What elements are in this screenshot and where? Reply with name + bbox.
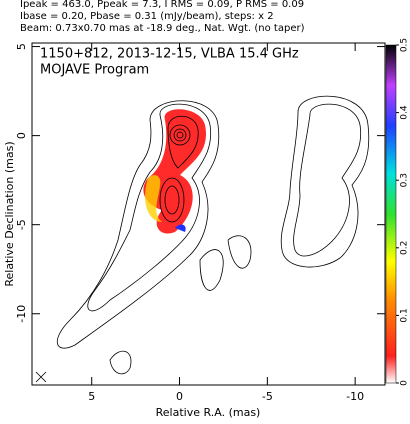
x-tick-label: -10 [346,390,364,403]
map [35,95,370,383]
polarization-map [175,224,186,232]
colorbar-tick-label: 0.1 [400,308,410,322]
y-tick-label: -10 [15,305,28,323]
x-tick-label: 5 [88,390,95,403]
x-tick-label: 0 [176,390,183,403]
x-tick-label: -5 [262,390,273,403]
colorbar-tick-label: 0.5 [400,38,410,52]
y-axis-label: Relative Declination (mas) [3,141,16,286]
header-line: Ibase = 0.20, Pbase = 0.31 (mJy/beam), s… [20,11,274,22]
header-line: Beam: 0.73x0.70 mas at -18.9 deg., Nat. … [20,23,305,34]
polarization-map [143,109,206,234]
polarization-map [145,175,162,222]
y-tick-label: 0 [15,132,28,139]
header-line: Ipeak = 463.0, Ppeak = 7.3, I RMS = 0.09… [20,0,304,10]
colorbar-tick-label: 0.4 [400,105,410,120]
plot-title: 1150+812, 2013-12-15, VLBA 15.4 GHz [40,47,299,62]
colorbar-tick-label: 0.3 [400,173,410,187]
plot-subtitle: MOJAVE Program [40,63,149,78]
y-tick-label: 5 [15,43,28,50]
colorbar [385,44,397,384]
x-axis-label: Relative R.A. (mas) [156,406,261,419]
plot-frame [31,42,386,386]
y-tick-label: -5 [15,219,28,230]
colorbar-tick-label: 0.2 [400,241,410,255]
colorbar-tick-label: 0 [400,380,410,386]
